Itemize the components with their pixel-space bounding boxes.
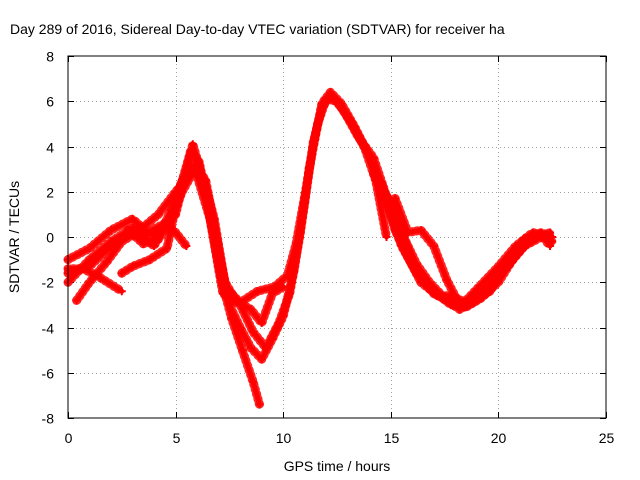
data-point-marker	[145, 255, 154, 264]
series-marker-band	[123, 94, 391, 353]
data-point-marker	[416, 226, 425, 235]
data-point-marker	[255, 400, 264, 409]
data-point-marker	[520, 242, 529, 251]
data-point-marker	[107, 242, 116, 251]
x-tick-label: 20	[491, 430, 507, 446]
data-point-marker	[382, 233, 391, 241]
x-axis-label: GPS time / hours	[284, 458, 391, 474]
data-point-marker	[285, 289, 294, 298]
data-point-marker	[246, 305, 255, 314]
data-point-marker	[128, 262, 137, 271]
data-point-marker	[369, 169, 378, 178]
data-point-marker	[102, 257, 111, 266]
y-axis-label: SDTVAR / TECUs	[6, 181, 22, 293]
y-tick-label: -4	[42, 321, 55, 337]
data-point-marker	[139, 239, 148, 248]
y-tick-label: -6	[42, 366, 55, 382]
data-point-marker	[348, 119, 357, 128]
data-point-marker	[190, 165, 199, 174]
data-series	[117, 146, 264, 409]
data-point-marker	[546, 228, 555, 237]
data-point-marker	[85, 278, 94, 287]
data-point-marker	[124, 226, 133, 235]
data-point-marker	[500, 264, 509, 273]
tick-layer: 0 5 10 15 20 25 -8 -6 -4 -2 0 2 4 6 8	[42, 49, 615, 447]
data-point-marker	[404, 228, 413, 237]
series-marker-band	[117, 146, 264, 409]
grid-layer	[68, 56, 606, 418]
y-tick-label: 6	[46, 94, 54, 110]
data-point-marker	[128, 214, 137, 223]
y-tick-label: -2	[42, 275, 55, 291]
data-point-marker	[249, 377, 258, 386]
data-point-marker	[72, 296, 81, 305]
data-point-marker	[85, 262, 94, 271]
data-point-marker	[257, 355, 266, 364]
x-tick-label: 25	[599, 430, 615, 446]
data-point-marker	[391, 194, 400, 203]
data-point-marker	[96, 273, 105, 282]
data-point-marker	[249, 328, 258, 337]
x-tick-label: 15	[384, 430, 400, 446]
data-point-marker	[154, 210, 163, 219]
data-point-marker	[296, 228, 305, 237]
data-point-marker	[462, 298, 471, 307]
data-point-marker	[313, 119, 322, 128]
data-point-marker	[333, 97, 341, 106]
chart-title: Day 289 of 2016, Sidereal Day-to-day VTE…	[10, 21, 505, 37]
data-point-marker	[178, 187, 187, 196]
data-point-marker	[117, 269, 126, 278]
data-point-marker	[322, 94, 331, 103]
data-point-marker	[206, 214, 215, 223]
data-point-marker	[85, 244, 94, 253]
data-point-marker	[257, 318, 266, 327]
x-tick-label: 5	[173, 430, 181, 446]
data-point-marker	[416, 278, 425, 287]
y-tick-label: 4	[46, 140, 54, 156]
series-marker-band	[377, 180, 555, 308]
data-point-marker	[442, 275, 451, 284]
data-point-marker	[548, 237, 557, 246]
data-point-marker	[246, 343, 255, 352]
data-point-marker	[236, 300, 245, 309]
data-point-marker	[270, 282, 279, 291]
data-point-marker	[537, 233, 546, 241]
data-point-marker	[117, 287, 126, 296]
data-point-marker	[261, 343, 270, 352]
data-point-marker	[429, 242, 438, 251]
data-point-marker	[227, 314, 236, 323]
data-point-marker	[218, 289, 227, 298]
data-series	[377, 180, 555, 308]
data-point-marker	[188, 140, 197, 149]
series-layer	[63, 87, 557, 409]
y-tick-label: -8	[42, 411, 55, 427]
data-point-marker	[238, 346, 247, 355]
data-point-marker	[447, 291, 456, 300]
data-point-marker	[274, 318, 283, 327]
data-point-marker	[326, 88, 335, 97]
data-point-marker	[391, 226, 400, 235]
y-tick-label: 8	[46, 49, 54, 65]
x-tick-label: 10	[276, 430, 292, 446]
y-tick-label: 0	[46, 230, 54, 246]
data-point-marker	[360, 144, 369, 153]
data-point-marker	[253, 287, 262, 296]
data-point-marker	[479, 287, 488, 296]
x-tick-label: 0	[65, 430, 73, 446]
data-point-marker	[154, 235, 163, 244]
plot-frame	[67, 55, 607, 419]
data-series	[123, 94, 391, 353]
data-point-marker	[167, 214, 176, 223]
data-point-marker	[305, 165, 314, 174]
data-point-marker	[404, 253, 413, 262]
data-point-marker	[434, 291, 443, 300]
series-line	[119, 148, 262, 407]
y-tick-label: 2	[46, 185, 54, 201]
data-point-marker	[162, 244, 171, 253]
data-point-marker	[378, 180, 387, 189]
data-point-marker	[182, 242, 191, 251]
data-point-marker	[107, 226, 116, 235]
